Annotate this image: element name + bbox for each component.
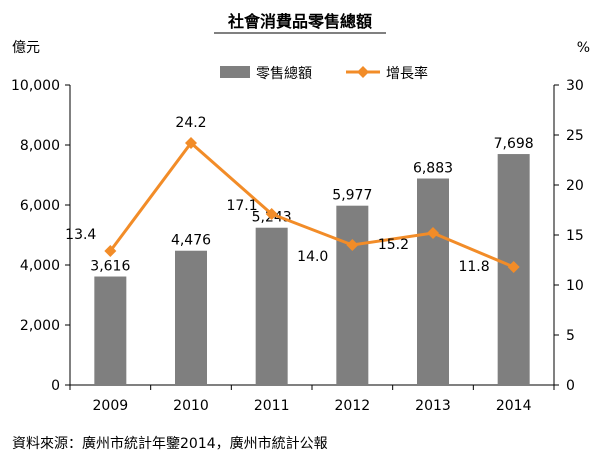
line-data-label: 24.2 bbox=[175, 115, 206, 131]
right-tick-label: 25 bbox=[566, 128, 584, 144]
legend-swatch-marker bbox=[357, 66, 369, 78]
left-tick-label: 10,000 bbox=[11, 78, 60, 94]
legend-label-bar: 零售總額 bbox=[256, 65, 312, 82]
line-data-label: 17.1 bbox=[226, 198, 257, 214]
bar-data-label: 6,883 bbox=[413, 161, 453, 177]
growth-point bbox=[265, 208, 278, 220]
plot-area: 0 2,000 4,000 6,000 8,000 10,000 0 5 10 15 20 25 30 2… bbox=[11, 78, 584, 414]
growth-line bbox=[109, 140, 515, 269]
x-tick-label: 2014 bbox=[496, 398, 532, 414]
line-data-label: 14.0 bbox=[297, 249, 328, 265]
bar bbox=[255, 227, 288, 385]
right-tick-label: 0 bbox=[566, 378, 575, 394]
right-tick-label: 5 bbox=[566, 328, 575, 344]
bar-data-label: 4,476 bbox=[171, 233, 211, 249]
left-tick-label: 8,000 bbox=[20, 138, 60, 154]
bar-data-label: 7,698 bbox=[494, 136, 534, 152]
line-data-label: 15.2 bbox=[378, 237, 409, 253]
legend-swatch-bar bbox=[220, 66, 250, 78]
right-tick-label: 15 bbox=[566, 228, 584, 244]
line-data-label: 11.8 bbox=[458, 259, 489, 275]
left-axis-unit: 億元 bbox=[12, 40, 40, 56]
legend: 零售總額 增長率 bbox=[220, 65, 428, 82]
bar bbox=[417, 178, 449, 385]
right-tick-label: 30 bbox=[566, 78, 584, 94]
growth-point bbox=[346, 239, 359, 251]
bar-data-label: 3,616 bbox=[90, 259, 130, 275]
growth-point bbox=[185, 137, 197, 149]
line-data-label: 13.4 bbox=[65, 227, 96, 243]
bar bbox=[336, 205, 369, 385]
source-note: 資料來源：廣州市統計年鑒2014，廣州市統計公報 bbox=[12, 435, 328, 452]
left-tick-label: 0 bbox=[51, 378, 60, 394]
left-tick-label: 4,000 bbox=[20, 258, 60, 274]
x-tick-label: 2013 bbox=[415, 398, 451, 414]
growth-point bbox=[507, 261, 520, 273]
growth-point bbox=[427, 227, 439, 239]
bar-data-label: 5,977 bbox=[332, 188, 372, 204]
x-tick-label: 2012 bbox=[335, 398, 371, 414]
bar bbox=[175, 250, 207, 385]
x-tick-label: 2009 bbox=[93, 398, 129, 414]
left-tick-label: 6,000 bbox=[20, 198, 60, 214]
bar bbox=[94, 276, 127, 385]
legend-label-line: 增長率 bbox=[386, 65, 428, 82]
x-tick-label: 2011 bbox=[254, 398, 290, 414]
growth-point bbox=[104, 245, 117, 257]
x-tick-label: 2010 bbox=[173, 398, 209, 414]
right-tick-label: 10 bbox=[566, 278, 584, 294]
right-tick-label: 20 bbox=[566, 178, 584, 194]
chart-title: 社會消費品零售總額 bbox=[227, 12, 372, 31]
left-tick-label: 2,000 bbox=[20, 318, 60, 334]
right-axis-unit: % bbox=[577, 40, 590, 56]
